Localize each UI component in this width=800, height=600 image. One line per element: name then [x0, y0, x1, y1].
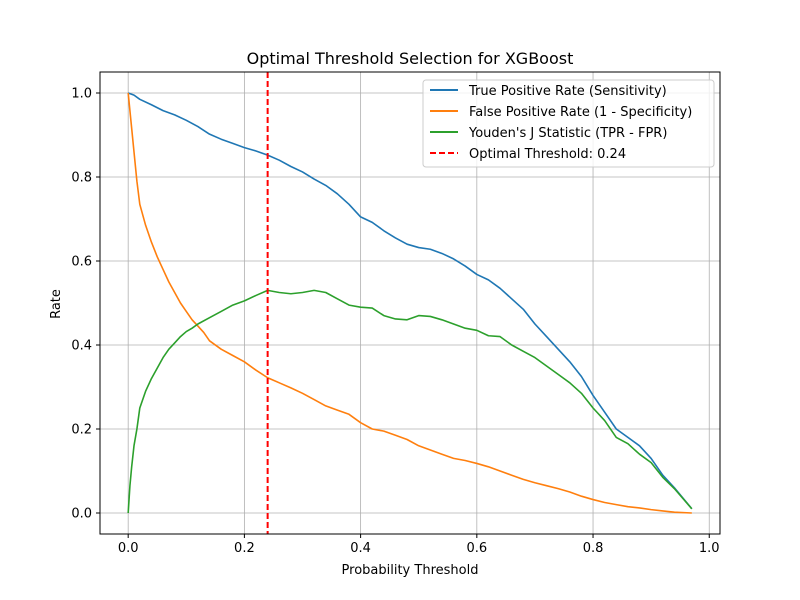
tpr-series-line [127, 92, 693, 510]
x-axis-ticks: 0.0 0.2 0.4 0.6 0.8 1.0 [118, 534, 720, 556]
plot-frame [99, 71, 721, 535]
legend-box [422, 79, 715, 168]
x-tick-label: 1.0 [699, 541, 720, 556]
y-tick-label: 0.8 [71, 171, 92, 186]
x-axis-label: Probability Threshold [342, 563, 479, 578]
y-tick-label: 0.2 [71, 423, 92, 438]
fpr-series-line [127, 92, 692, 514]
y-tick-label: 1.0 [71, 87, 92, 102]
y-axis-label: Rate [49, 289, 64, 319]
y-tick-label: 0.6 [71, 255, 92, 270]
youden-series-line [127, 289, 693, 514]
legend-label-tpr: True Positive Rate (Sensitivity) [468, 84, 667, 99]
y-tick-label: 0.4 [71, 339, 92, 354]
legend: True Positive Rate (Sensitivity) False P… [422, 79, 715, 168]
x-tick-label: 0.4 [350, 541, 371, 556]
x-tick-label: 0.2 [234, 541, 255, 556]
chart-title: Optimal Threshold Selection for XGBoost [247, 49, 574, 68]
x-tick-label: 0.8 [583, 541, 604, 556]
legend-label-youden: Youden's J Statistic (TPR - FPR) [468, 126, 667, 141]
series-lines [127, 92, 693, 514]
legend-label-threshold: Optimal Threshold: 0.24 [469, 147, 626, 162]
legend-label-fpr: False Positive Rate (1 - Specificity) [469, 105, 692, 120]
y-axis-ticks: 0.0 0.2 0.4 0.6 0.8 1.0 [71, 87, 100, 522]
x-tick-label: 0.0 [118, 541, 139, 556]
y-tick-label: 0.0 [71, 507, 92, 522]
x-tick-label: 0.6 [466, 541, 487, 556]
